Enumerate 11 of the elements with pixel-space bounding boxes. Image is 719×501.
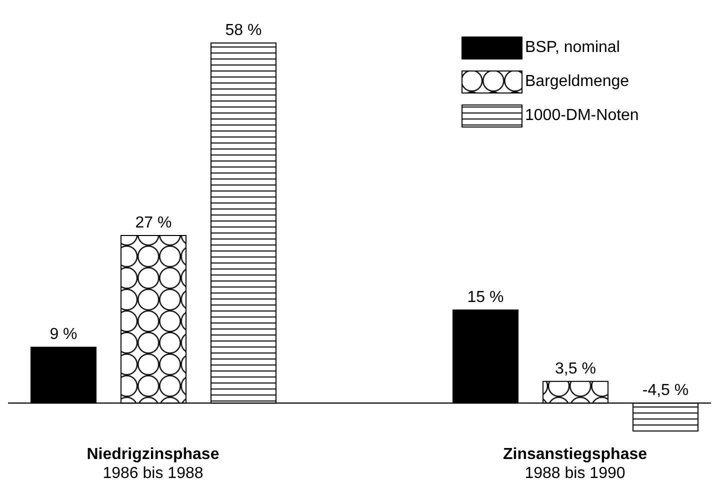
data-label: 15 % bbox=[467, 288, 504, 306]
legend-label: BSP, nominal bbox=[525, 39, 620, 57]
legend-label: Bargeldmenge bbox=[525, 73, 630, 91]
x-tick-label: Niedrigzinsphase 1986 bis 1988 bbox=[86, 446, 220, 482]
data-label: 3,5 % bbox=[555, 360, 596, 378]
data-label: 9 % bbox=[50, 326, 78, 344]
data-label: -4,5 % bbox=[642, 382, 689, 400]
legend-label: 1000-DM-Noten bbox=[525, 107, 639, 125]
data-label: 58 % bbox=[225, 22, 262, 39]
x-tick-label: Zinsanstiegsphase 1988 bis 1990 bbox=[502, 446, 648, 482]
data-label: 27 % bbox=[135, 214, 172, 232]
